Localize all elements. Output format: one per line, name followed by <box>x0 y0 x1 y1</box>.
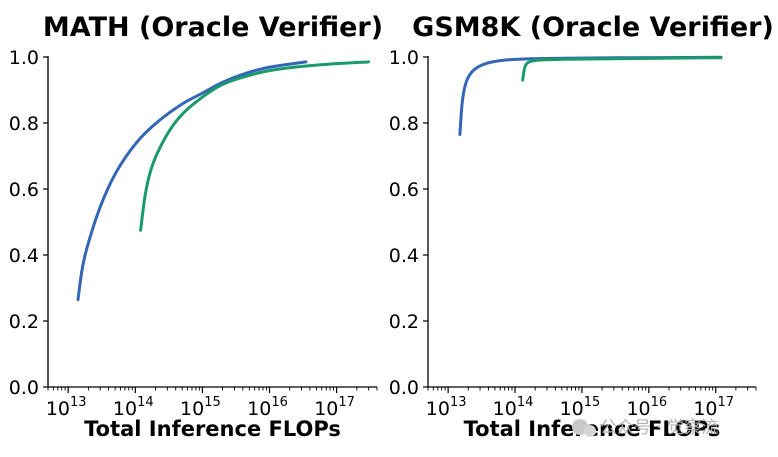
x-tick-exponent: 13 <box>450 395 467 410</box>
panel-gsm8k: GSM8K (Oracle Verifier) 0.0 0.2 0.4 0.6 0.8 1.… <box>389 12 774 441</box>
y-tick-label: 0.6 <box>9 179 39 201</box>
y-tick-label: 0.2 <box>9 311 39 333</box>
x-tick-label: 1014 <box>493 395 534 420</box>
x-tick-base: 10 <box>693 398 717 420</box>
wechat-icon <box>572 419 596 437</box>
x-tick-exponent: 15 <box>204 395 221 410</box>
series-line-1 <box>139 60 371 232</box>
x-tick-label: 1015 <box>180 395 221 420</box>
x-tick-base: 10 <box>626 398 650 420</box>
x-tick-base: 10 <box>247 398 271 420</box>
y-tick-label: 0.0 <box>389 377 419 399</box>
series-line-0 <box>458 55 723 136</box>
x-tick-label: 1013 <box>46 395 87 420</box>
x-tick-label: 1015 <box>560 395 601 420</box>
panel-math: MATH (Oracle Verifier) 0.0 0.2 0.4 0.6 0.8 1.0… <box>9 12 383 441</box>
x-tick-base: 10 <box>180 398 204 420</box>
y-tick-label: 0.8 <box>9 113 39 135</box>
x-tick-exponent: 17 <box>718 395 735 410</box>
series-line-1 <box>521 56 723 82</box>
y-tick-label: 0.2 <box>389 311 419 333</box>
x-tick-label: 1016 <box>626 395 667 420</box>
y-tick-label: 0.4 <box>389 245 419 267</box>
watermark: 公众号 · 觉察流 <box>572 418 718 438</box>
x-tick-base: 10 <box>493 398 517 420</box>
series-line-0 <box>76 60 308 302</box>
x-tick-label: 1017 <box>314 395 355 420</box>
watermark-text: 公众号 · 觉察流 <box>600 418 718 438</box>
y-tick-label: 0.8 <box>389 113 419 135</box>
y-tick-label: 0.6 <box>389 179 419 201</box>
x-axis-label: Total Inference FLOPs <box>84 417 341 441</box>
x-tick-exponent: 15 <box>584 395 601 410</box>
chart-title: MATH (Oracle Verifier) <box>43 12 383 43</box>
x-tick-label: 1014 <box>113 395 154 420</box>
x-tick-exponent: 14 <box>137 395 154 410</box>
x-tick-label: 1017 <box>693 395 734 420</box>
x-tick-base: 10 <box>560 398 584 420</box>
x-tick-base: 10 <box>426 398 450 420</box>
x-tick-exponent: 17 <box>338 395 355 410</box>
x-tick-base: 10 <box>113 398 137 420</box>
y-tick-label: 0.0 <box>9 377 39 399</box>
x-tick-exponent: 16 <box>651 395 668 410</box>
y-tick-label: 1.0 <box>389 47 419 69</box>
x-tick-label: 1016 <box>247 395 288 420</box>
x-tick-label: 1013 <box>426 395 467 420</box>
x-tick-exponent: 14 <box>517 395 534 410</box>
y-tick-label: 0.4 <box>9 245 39 267</box>
y-tick-label: 1.0 <box>9 47 39 69</box>
x-tick-base: 10 <box>46 398 70 420</box>
x-tick-exponent: 16 <box>271 395 288 410</box>
x-tick-exponent: 13 <box>70 395 87 410</box>
x-tick-base: 10 <box>314 398 338 420</box>
chart-title: GSM8K (Oracle Verifier) <box>412 12 774 43</box>
